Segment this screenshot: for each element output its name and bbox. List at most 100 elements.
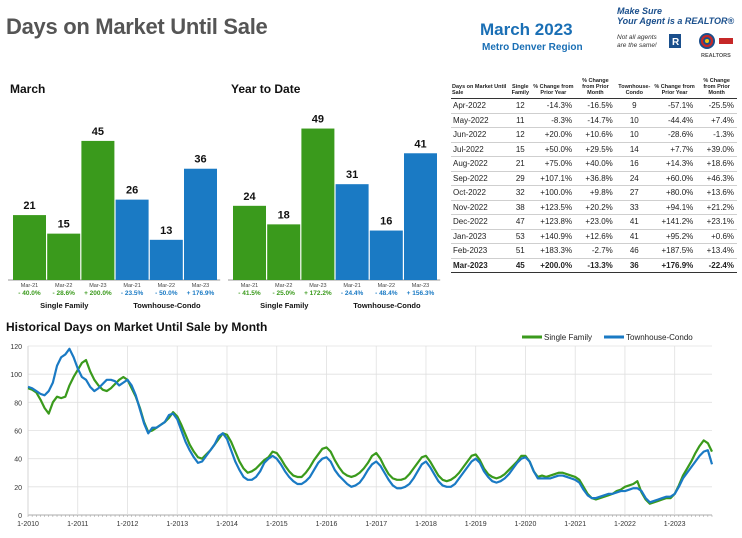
march-value-label: 45: [92, 126, 104, 138]
march-tick-label: Mar-23: [192, 283, 209, 289]
ytd-bar: [369, 230, 403, 280]
ytd-tick-label: Mar-23: [412, 283, 429, 289]
table-cell-period: Nov-2022: [451, 200, 509, 215]
table-cell: +23.0%: [575, 214, 616, 230]
ytd-bar: [233, 205, 266, 280]
ytd-tick-label: Mar-21: [343, 283, 360, 289]
table-cell: +187.5%: [652, 243, 697, 259]
table-cell-period: Mar-2023: [451, 258, 509, 273]
table-cell-period: Jul-2022: [451, 142, 509, 157]
ytd-bar: [335, 184, 369, 280]
ytd-change-label: - 41.5%: [238, 290, 261, 297]
table-cell: +200.0%: [531, 258, 576, 273]
line-chart-x-tick: 1-2012: [117, 521, 139, 528]
march-value-label: 21: [23, 200, 35, 212]
table-row: Aug-2022 21 +75.0% +40.0% 16 +14.3% +18.6%: [451, 156, 737, 172]
table-cell: +10.6%: [575, 127, 616, 143]
line-chart-x-tick: 1-2020: [515, 521, 537, 528]
historical-line-chart: 0 20 40 60 80 100 120 1-2010 1-2011 1-2012 1-2013 1…: [10, 333, 714, 528]
table-cell: 11: [509, 113, 532, 128]
table-cell: 33: [615, 200, 653, 215]
march-tick-label: Mar-21: [123, 283, 140, 289]
table-cell: 12: [509, 98, 532, 114]
line-chart-y-tick: 80: [14, 400, 22, 407]
march-change-label: - 28.6%: [52, 290, 75, 297]
line-chart-y-tick: 120: [10, 344, 22, 351]
table-cell: +36.8%: [575, 171, 616, 186]
table-cell: 51: [509, 243, 532, 259]
table-cell: 24: [615, 171, 653, 186]
ytd-value-label: 49: [312, 114, 324, 126]
table-cell: 9: [615, 98, 653, 114]
ytd-value-label: 24: [243, 191, 256, 203]
march-value-label: 36: [194, 154, 206, 166]
march-tick-label: Mar-22: [158, 283, 175, 289]
report-region: Metro Denver Region: [482, 42, 583, 53]
brand-line-1: Make Sure: [617, 6, 663, 16]
table-cell: +18.6%: [696, 156, 737, 172]
table-cell-period: May-2022: [451, 113, 509, 128]
ytd-change-label: + 172.2%: [304, 290, 332, 297]
table-cell: 41: [615, 229, 653, 244]
line-chart-x-tick: 1-2022: [614, 521, 636, 528]
line-chart-x-tick: 1-2010: [17, 521, 39, 528]
line-chart-x-tick: 1-2014: [216, 521, 238, 528]
table-cell: 29: [509, 171, 532, 186]
line-chart-x-tick: 1-2023: [664, 521, 686, 528]
table-cell: 10: [615, 113, 653, 128]
realtor-r-glyph: R: [672, 37, 680, 48]
march-group-label: Townhouse-Condo: [133, 301, 201, 310]
monthly-stats-table: Days on Market Until Sale Single Family …: [451, 77, 737, 273]
ytd-bar: [404, 153, 437, 280]
single-family-line: [27, 358, 713, 505]
table-cell: 38: [509, 200, 532, 215]
table-cell: -57.1%: [652, 98, 697, 114]
table-cell: +12.6%: [575, 229, 616, 244]
table-cell: -8.3%: [531, 113, 576, 128]
line-chart-x-tick: 1-2019: [465, 521, 487, 528]
table-cell: 10: [615, 127, 653, 143]
col-header-sf-yoy: % Change from Prior Year: [531, 77, 576, 99]
ytd-bar: [301, 128, 335, 280]
table-cell-period: Jan-2023: [451, 229, 509, 244]
table-row: Jul-2022 15 +50.0% +29.5% 14 +7.7% +39.0%: [451, 142, 737, 157]
table-cell: +140.9%: [531, 229, 576, 244]
table-cell-period: Dec-2022: [451, 214, 509, 230]
table-cell: +20.2%: [575, 200, 616, 215]
table-cell: -1.3%: [696, 127, 737, 143]
table-cell: -16.5%: [575, 98, 616, 114]
line-chart-x-tick: 1-2015: [266, 521, 288, 528]
table-cell: +141.2%: [652, 214, 697, 230]
brand-mark: REALTORS: [701, 53, 731, 59]
table-cell: +176.9%: [652, 258, 697, 273]
brand-note-1: Not all agents: [617, 34, 657, 41]
table-cell: -14.7%: [575, 113, 616, 128]
ytd-bar: [267, 224, 301, 280]
ytd-change-label: - 25.0%: [272, 290, 295, 297]
table-cell: +95.2%: [652, 229, 697, 244]
table-row: Nov-2022 38 +123.5% +20.2% 33 +94.1% +21.2%: [451, 200, 737, 215]
table-cell: 32: [509, 185, 532, 201]
colorado-c-icon: [700, 34, 714, 48]
line-chart-x-tick: 1-2011: [67, 521, 88, 528]
table-cell: -22.4%: [696, 258, 737, 273]
march-bar: [13, 215, 46, 280]
legend-label: Single Family: [544, 333, 592, 342]
march-bar: [149, 239, 183, 280]
col-header-sf-mom: % Change from Prior Month: [575, 77, 616, 99]
legend-label: Townhouse-Condo: [626, 333, 693, 342]
table-cell: 53: [509, 229, 532, 244]
ytd-change-label: - 48.4%: [375, 290, 398, 297]
townhouse-line: [27, 347, 714, 504]
ytd-change-label: + 156.3%: [407, 290, 435, 297]
brand-note-2: are the same!: [617, 42, 657, 49]
table-cell: +46.3%: [696, 171, 737, 186]
table-cell: 12: [509, 127, 532, 143]
table-header-row: Days on Market Until Sale Single Family …: [451, 77, 737, 99]
march-change-label: - 23.5%: [121, 290, 144, 297]
march-change-label: - 40.0%: [18, 290, 41, 297]
table-row: Apr-2022 12 -14.3% -16.5% 9 -57.1% -25.5%: [451, 98, 737, 114]
realtor-r-icon: [669, 34, 681, 48]
table-cell: +7.4%: [696, 113, 737, 128]
table-cell: +80.0%: [652, 185, 697, 201]
